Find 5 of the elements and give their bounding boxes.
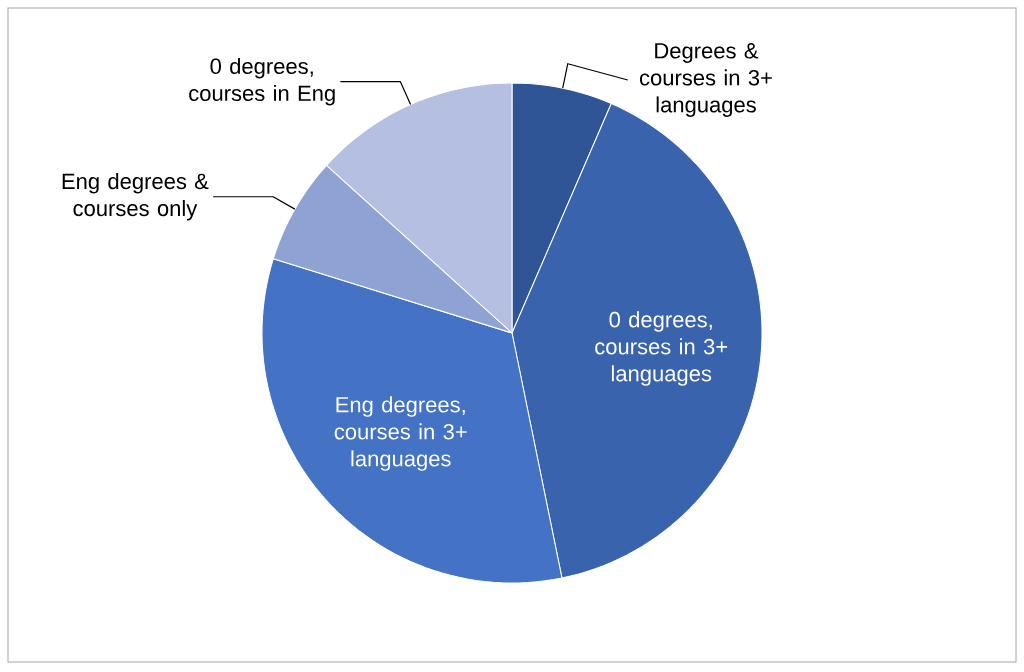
- slice-label: Eng degrees & courses only: [62, 172, 209, 221]
- slice-label: Eng degrees, courses in 3+ languages: [334, 396, 467, 471]
- slice-label: 0 degrees, courses in Eng: [189, 57, 335, 106]
- slice-label: 0 degrees, courses in 3+ languages: [595, 311, 728, 386]
- slice-label: Degrees & courses in 3+ languages: [639, 43, 772, 117]
